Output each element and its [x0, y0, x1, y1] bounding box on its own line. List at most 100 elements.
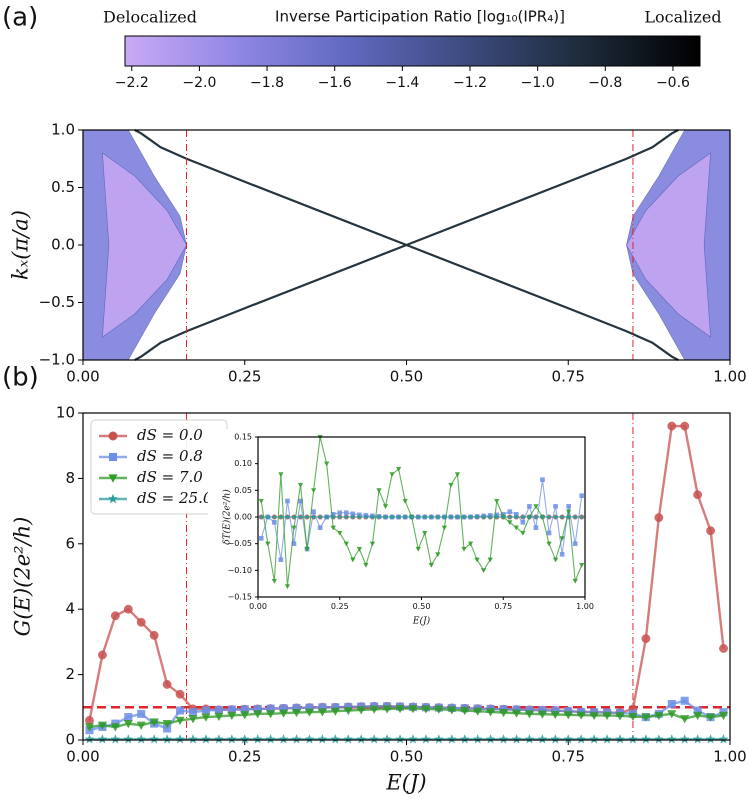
- marker: [467, 541, 474, 547]
- marker: [323, 513, 330, 520]
- colorbar-tick-label: −2.0: [182, 75, 216, 91]
- marker: [162, 720, 172, 729]
- marker: [363, 562, 369, 568]
- marker: [487, 513, 494, 520]
- marker: [258, 498, 264, 504]
- marker: [356, 733, 367, 744]
- marker: [213, 733, 224, 744]
- marker: [123, 604, 133, 614]
- marker: [330, 707, 340, 716]
- marker: [719, 643, 728, 653]
- marker: [382, 504, 389, 510]
- marker: [513, 513, 520, 520]
- marker: [680, 421, 690, 431]
- marker: [498, 733, 509, 744]
- marker: [428, 562, 435, 568]
- colorbar-tick-label: −2.2: [115, 75, 149, 91]
- marker: [162, 679, 172, 689]
- marker: [640, 733, 651, 744]
- marker: [428, 513, 435, 520]
- marker: [278, 709, 289, 718]
- marker: [253, 710, 263, 719]
- marker: [284, 584, 291, 590]
- marker: [201, 713, 211, 722]
- marker: [628, 712, 638, 722]
- marker: [356, 546, 363, 552]
- marker: [539, 513, 546, 520]
- x-axis-label: E(J): [412, 616, 431, 627]
- x-tick-label: 0.50: [390, 748, 423, 766]
- marker: [666, 733, 677, 744]
- marker: [507, 520, 513, 526]
- marker: [433, 733, 444, 744]
- marker: [420, 733, 432, 744]
- marker: [110, 611, 120, 621]
- x-tick-label: 1.00: [713, 748, 746, 766]
- marker: [447, 706, 457, 715]
- marker: [480, 513, 487, 520]
- marker: [343, 733, 354, 744]
- marker: [337, 530, 343, 536]
- y-tick-label: −0.15: [227, 593, 252, 602]
- x-tick-label: 1.00: [576, 602, 594, 611]
- marker: [149, 733, 160, 744]
- marker: [493, 498, 500, 504]
- marker: [485, 708, 496, 717]
- x-tick-label: 0.75: [552, 368, 585, 386]
- marker: [402, 513, 409, 520]
- marker: [369, 705, 379, 714]
- marker: [565, 509, 572, 515]
- marker: [291, 708, 302, 718]
- marker: [350, 557, 356, 563]
- marker: [421, 513, 428, 520]
- marker: [589, 733, 600, 744]
- marker: [519, 513, 526, 520]
- x-tick-label: 1.00: [713, 368, 746, 386]
- y-tick-label: 0.10: [234, 459, 252, 468]
- marker: [382, 513, 389, 520]
- marker: [137, 709, 146, 718]
- marker: [447, 513, 455, 520]
- colorbar-tick-label: −1.2: [453, 75, 487, 91]
- y-tick-label: 0.15: [234, 433, 252, 442]
- marker: [402, 498, 408, 504]
- colorbar-tick-label: −1.8: [250, 75, 284, 91]
- marker: [667, 700, 676, 709]
- marker: [239, 733, 250, 744]
- marker: [448, 482, 454, 488]
- marker: [149, 630, 159, 640]
- panel-label: (b): [2, 363, 39, 393]
- marker: [323, 461, 330, 467]
- x-tick-label: 0.00: [249, 602, 267, 611]
- marker: [641, 634, 651, 644]
- colorbar-tick-label: −1.6: [318, 75, 352, 91]
- x-axis-label: E(J): [385, 771, 426, 795]
- marker: [705, 713, 716, 722]
- marker: [162, 733, 173, 744]
- marker: [667, 710, 677, 719]
- marker: [175, 716, 185, 726]
- marker: [227, 711, 237, 721]
- marker: [589, 711, 599, 721]
- marker: [415, 546, 421, 552]
- marker: [108, 452, 118, 462]
- marker: [285, 498, 290, 504]
- marker: [552, 513, 559, 520]
- y-tick-label: 0.05: [234, 486, 252, 495]
- marker: [108, 474, 118, 483]
- marker: [692, 733, 703, 744]
- marker: [175, 689, 185, 699]
- marker: [252, 733, 263, 744]
- colorbar-tick-label: −0.8: [588, 75, 622, 91]
- marker: [136, 721, 146, 730]
- marker: [97, 733, 108, 744]
- marker: [407, 733, 419, 744]
- marker: [421, 705, 431, 714]
- marker: [395, 513, 402, 520]
- marker: [524, 710, 535, 719]
- marker: [526, 513, 533, 520]
- marker: [511, 709, 522, 718]
- marker: [576, 711, 586, 720]
- marker: [369, 513, 376, 520]
- colorbar-tick-label: −1.0: [521, 75, 555, 91]
